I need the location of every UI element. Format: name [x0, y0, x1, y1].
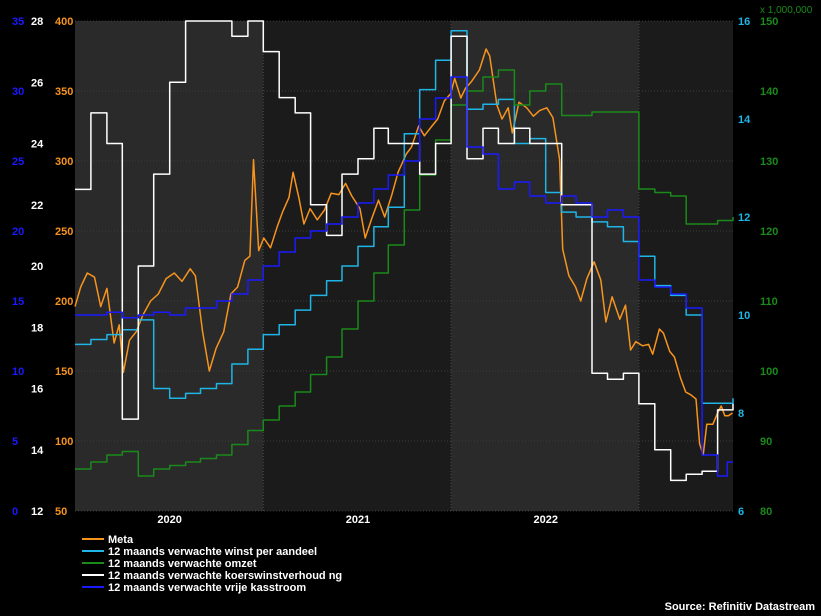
fcf-tick-label-4: 20 [12, 226, 24, 238]
price-tick-label-2: 150 [55, 366, 73, 378]
legend-label-0: Meta [108, 534, 134, 546]
revenue-tick-label-5: 130 [760, 156, 778, 168]
pe-tick-label-4: 20 [31, 261, 43, 273]
pe-tick-label-2: 16 [31, 384, 43, 396]
legend-label-3: 12 maands verwachte koerswinstverhoud ng [108, 570, 342, 582]
revenue-tick-label-1: 90 [760, 436, 772, 448]
eps-tick-label-4: 14 [738, 114, 751, 126]
legend-label-2: 12 maands verwachte omzet [108, 558, 257, 570]
series-layer [74, 20, 734, 482]
pe-tick-label-5: 22 [31, 200, 43, 212]
price-tick-label-6: 350 [55, 86, 73, 98]
pe-tick-label-0: 12 [31, 506, 43, 518]
fcf-tick-label-5: 25 [12, 156, 24, 168]
revenue-tick-label-4: 120 [760, 226, 778, 238]
revenue-tick-label-6: 140 [760, 86, 778, 98]
revenue-unit-label: x 1,000,000 [760, 5, 813, 16]
revenue-tick-label-2: 100 [760, 366, 778, 378]
fcf-tick-label-2: 10 [12, 366, 24, 378]
axis-eps: 6 8 10 12 14 16 [738, 16, 751, 518]
fcf-tick-label-1: 5 [12, 436, 18, 448]
series-line-2 [75, 69, 734, 477]
legend-label-1: 12 maands verwachte winst per aandeel [108, 546, 317, 558]
pe-tick-label-6: 24 [31, 139, 44, 151]
eps-tick-label-3: 12 [738, 212, 750, 224]
eps-tick-label-5: 16 [738, 16, 750, 28]
price-tick-label-1: 100 [55, 436, 73, 448]
fcf-tick-label-3: 15 [12, 296, 24, 308]
series-line-3 [75, 20, 734, 482]
pe-tick-label-8: 28 [31, 16, 43, 28]
axis-fcf: 0 5 10 15 20 25 30 35 [12, 16, 24, 518]
revenue-tick-label-7: 150 [760, 16, 778, 28]
revenue-tick-label-0: 80 [760, 506, 772, 518]
year-band-2 [451, 21, 639, 511]
x-tick-label-2: 2022 [533, 514, 557, 526]
eps-tick-label-0: 6 [738, 506, 744, 518]
price-tick-label-5: 300 [55, 156, 73, 168]
pe-tick-label-1: 14 [31, 445, 44, 457]
revenue-tick-label-3: 110 [760, 296, 778, 308]
pe-tick-label-3: 18 [31, 322, 43, 334]
axis-pe: 12 14 16 18 20 22 24 26 28 [31, 16, 44, 518]
legend-label-4: 12 maands verwachte vrije kasstroom [108, 582, 306, 594]
x-tick-label-1: 2021 [346, 514, 370, 526]
x-tick-label-0: 2020 [157, 514, 181, 526]
price-tick-label-3: 200 [55, 296, 73, 308]
price-tick-label-7: 400 [55, 16, 73, 28]
fcf-tick-label-7: 35 [12, 16, 24, 28]
x-axis: 2020 2021 2022 [157, 514, 558, 526]
source-label: Source: Refinitiv Datastream [665, 601, 816, 613]
series-line-4 [75, 76, 733, 477]
price-tick-label-4: 250 [55, 226, 73, 238]
year-band-3 [638, 21, 733, 511]
price-tick-label-0: 50 [55, 506, 67, 518]
eps-tick-label-2: 10 [738, 310, 750, 322]
pe-tick-label-7: 26 [31, 77, 43, 89]
fcf-tick-label-6: 30 [12, 86, 24, 98]
fcf-tick-label-0: 0 [12, 506, 18, 518]
year-bands [75, 21, 733, 511]
eps-tick-label-1: 8 [738, 408, 744, 420]
series-line-0 [74, 48, 733, 456]
axis-price: 50 100 150 200 250 300 350 400 [55, 16, 73, 518]
